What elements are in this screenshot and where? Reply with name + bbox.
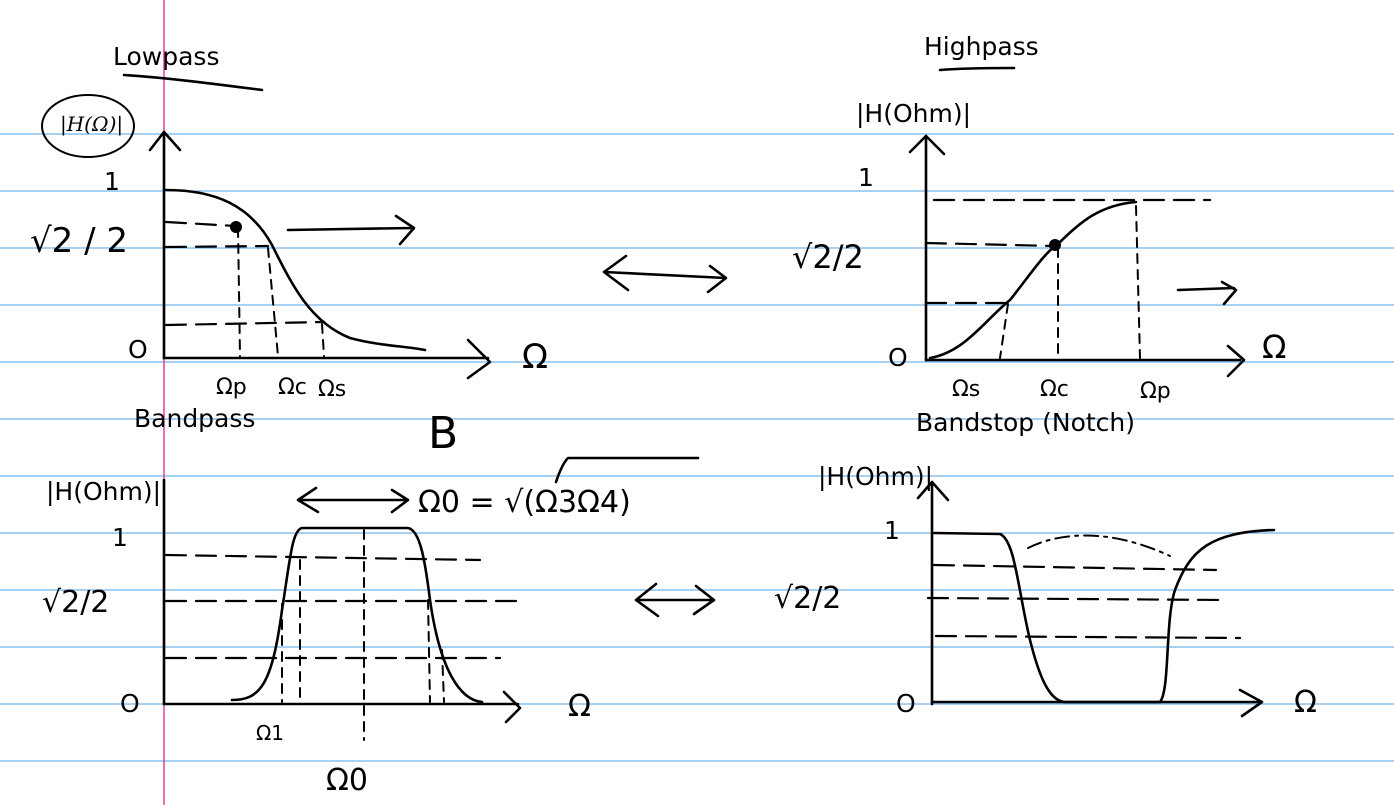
bandpass-x-axis-label: Ω xyxy=(568,689,591,724)
highpass-tick-mid: √2/2 xyxy=(792,238,864,276)
highpass-tick-zero: O xyxy=(888,343,908,372)
bandpass-bandwidth-label: B xyxy=(428,408,458,459)
bandpass-w2-guide xyxy=(441,649,445,703)
bandstop-response-curve xyxy=(932,528,1276,704)
highpass-y-arrow xyxy=(908,134,946,156)
bandpass-x-arrow xyxy=(502,690,522,724)
bandpass-sqrt-bar xyxy=(554,456,700,484)
lowpass-wp-guide xyxy=(237,227,241,357)
lowpass-highpass-double-arrow xyxy=(602,254,728,294)
lowpass-ylabel-circle xyxy=(41,94,135,158)
lowpass-cutoff-line xyxy=(164,244,270,249)
highpass-title-underline xyxy=(938,66,1016,72)
bandpass-x-tick-w1: Ω1 xyxy=(256,721,284,745)
highpass-x-tick-wc: Ωc xyxy=(1040,377,1069,402)
highpass-title: Highpass xyxy=(924,32,1039,61)
lowpass-x-tick-ws: Ωs xyxy=(318,377,346,402)
bandstop-tick-zero: O xyxy=(896,689,916,718)
bandstop-x-arrow xyxy=(1238,688,1264,718)
highpass-x-axis-label: Ω xyxy=(1262,328,1286,366)
bandpass-panel: Bandpass B |H(Ohm)| 1 O √2/2 Ω0 = √(Ω3Ω4… xyxy=(42,404,700,798)
lowpass-tick-one: 1 xyxy=(104,167,120,196)
lowpass-y-arrow xyxy=(148,130,182,152)
bandpass-w4-guide xyxy=(427,599,431,703)
highpass-wp-guide xyxy=(1135,205,1141,359)
bandstop-ylabel: |H(Ohm)| xyxy=(818,462,933,491)
lowpass-x-arrow xyxy=(466,338,492,380)
highpass-response-curve xyxy=(928,200,1138,360)
highpass-shift-arrow xyxy=(1176,280,1238,306)
notebook-ruling xyxy=(0,133,1394,762)
highpass-panel: Highpass |H(Ohm)| 1 O √2/2 Ω Ωs Ωc Ωp xyxy=(792,32,1286,404)
bandpass-ylabel: |H(Ohm)| xyxy=(46,477,161,506)
bandstop-panel: Bandstop (Notch) |H(Ohm)| 1 O √2/2 Ω xyxy=(774,408,1317,720)
lowpass-x-tick-wc: Ωc xyxy=(278,375,307,400)
highpass-x-tick-ws: Ωs xyxy=(952,377,980,402)
lowpass-title-underline xyxy=(122,73,264,92)
lowpass-x-axis-label: Ω xyxy=(522,337,548,377)
bandpass-x-tick-w0: Ω0 xyxy=(326,763,368,798)
lowpass-stopband-line xyxy=(164,320,326,327)
bandstop-stopband-line xyxy=(934,634,1242,640)
highpass-tick-one: 1 xyxy=(858,163,874,192)
lowpass-x-tick-wp: Ωp xyxy=(216,375,247,400)
lowpass-passband-line xyxy=(164,220,238,228)
highpass-x-arrow xyxy=(1226,344,1246,378)
lowpass-tick-zero: O xyxy=(128,335,148,364)
bandstop-title: Bandstop (Notch) xyxy=(916,408,1135,437)
bandpass-tick-one: 1 xyxy=(112,523,128,552)
lowpass-ws-guide xyxy=(321,323,325,357)
bandpass-title: Bandpass xyxy=(134,404,255,433)
bandstop-tick-mid: √2/2 xyxy=(774,581,841,616)
lowpass-response-curve xyxy=(164,188,427,352)
highpass-x-tick-wp: Ωp xyxy=(1140,379,1171,404)
lowpass-shift-arrow xyxy=(286,214,416,246)
highpass-cutoff-line xyxy=(924,241,1056,248)
bandpass-center-formula: Ω0 = √(Ω3Ω4) xyxy=(418,485,631,520)
bandpass-bandstop-double-arrow xyxy=(634,582,716,618)
lowpass-panel: Lowpass |H(Ω)| 1 O √2 / 2 Ω Ωp Ωc Ωs xyxy=(30,42,548,402)
bandstop-y-arrow xyxy=(916,480,950,502)
bandstop-passband-line xyxy=(932,563,1218,572)
bandstop-cutoff-line xyxy=(926,596,1228,602)
bandpass-passband-line xyxy=(164,553,482,562)
bandpass-response-curve xyxy=(230,526,484,704)
lowpass-passband-point xyxy=(230,221,242,233)
lowpass-title: Lowpass xyxy=(113,42,219,71)
lowpass-tick-mid: √2 / 2 xyxy=(30,221,128,261)
bandpass-tick-zero: O xyxy=(120,689,140,718)
highpass-ylabel: |H(Ohm)| xyxy=(856,99,971,128)
highpass-cutoff-point xyxy=(1049,239,1061,251)
lowpass-ylabel: |H(Ω)| xyxy=(60,112,123,137)
bandstop-tick-one: 1 xyxy=(884,516,900,545)
bandpass-bandwidth-arrow xyxy=(296,486,410,514)
lowpass-wc-guide xyxy=(267,247,279,357)
highpass-ws-guide xyxy=(999,303,1009,359)
bandpass-tick-mid: √2/2 xyxy=(42,585,109,620)
bandstop-x-axis-label: Ω xyxy=(1294,685,1317,720)
bandstop-notch-envelope xyxy=(1027,534,1171,557)
